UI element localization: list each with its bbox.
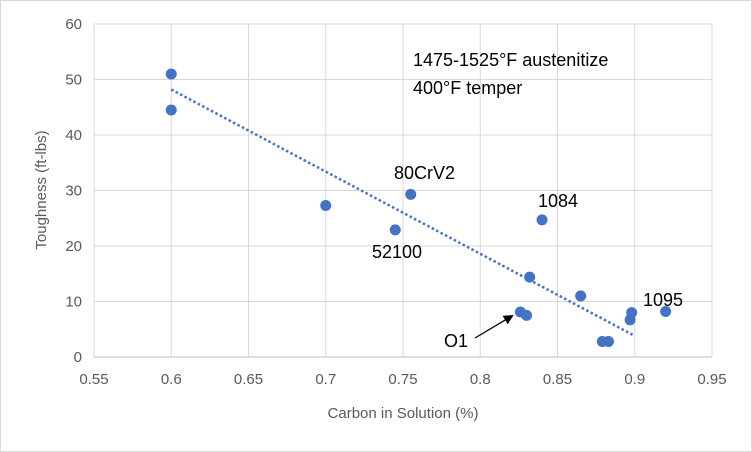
x-tick-label: 0.7 bbox=[315, 371, 336, 388]
y-tick-label: 60 bbox=[65, 16, 82, 33]
trendline bbox=[170, 88, 636, 338]
y-tick-label: 0 bbox=[74, 349, 82, 366]
data-points bbox=[165, 68, 672, 347]
x-tick-label: 0.9 bbox=[624, 371, 645, 388]
trendline-group bbox=[170, 88, 636, 338]
label-o1: O1 bbox=[444, 331, 468, 351]
x-tick-label: 0.8 bbox=[470, 371, 491, 388]
data-point bbox=[524, 271, 536, 283]
data-point bbox=[521, 309, 533, 321]
data-point bbox=[405, 188, 417, 200]
y-tick-label: 20 bbox=[65, 238, 82, 255]
y-tick-label: 50 bbox=[65, 72, 82, 89]
data-point bbox=[626, 307, 638, 319]
y-axis-title: Toughness (ft-lbs) bbox=[33, 130, 50, 249]
label-52100: 52100 bbox=[372, 242, 422, 262]
x-tick-label: 0.85 bbox=[543, 371, 572, 388]
x-tick-label: 0.55 bbox=[79, 371, 108, 388]
x-tick-label: 0.95 bbox=[697, 371, 726, 388]
conditions-line-1: 1475-1525°F austenitize bbox=[413, 50, 608, 70]
label-1095: 1095 bbox=[643, 290, 683, 310]
o1-arrow bbox=[474, 314, 514, 339]
y-tick-label: 10 bbox=[65, 294, 82, 311]
data-point bbox=[389, 224, 401, 236]
gridlines bbox=[93, 23, 713, 357]
data-point bbox=[602, 335, 614, 347]
x-tick-label: 0.75 bbox=[388, 371, 417, 388]
data-point bbox=[536, 214, 548, 226]
tick-labels: 0 10 20 30 40 50 60 0.55 0.6 0.65 0.7 0.75 0.8 0.85 0.… bbox=[65, 16, 726, 388]
x-axis-title: Carbon in Solution (%) bbox=[328, 405, 479, 422]
data-point bbox=[660, 305, 672, 317]
x-tick-label: 0.65 bbox=[234, 371, 263, 388]
label-1084: 1084 bbox=[538, 191, 578, 211]
x-tick-label: 0.6 bbox=[161, 371, 182, 388]
label-80crv2: 80CrV2 bbox=[394, 163, 455, 183]
data-point bbox=[165, 68, 177, 80]
data-point bbox=[165, 104, 177, 116]
y-tick-label: 40 bbox=[65, 127, 82, 144]
conditions-line-2: 400°F temper bbox=[413, 78, 522, 98]
y-tick-label: 30 bbox=[65, 183, 82, 200]
data-point bbox=[320, 199, 332, 211]
data-point bbox=[575, 290, 587, 302]
